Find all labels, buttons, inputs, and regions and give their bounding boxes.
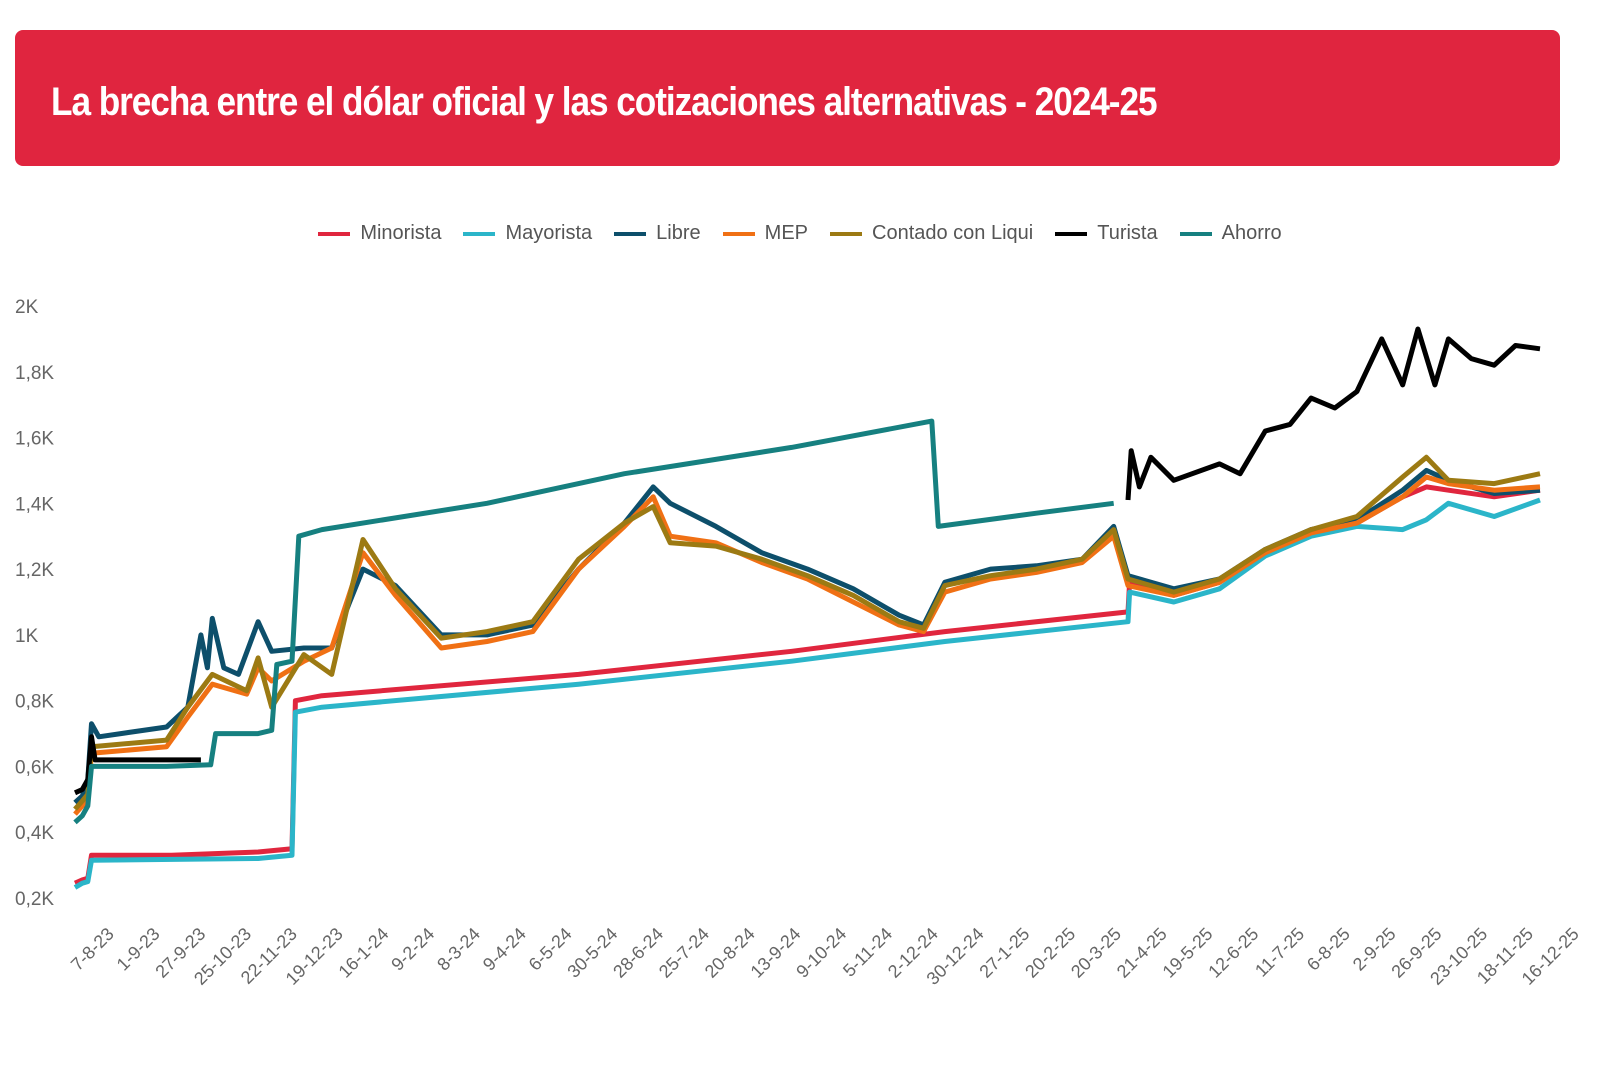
x-tick-label: 16-1-24: [335, 924, 393, 982]
legend: Minorista Mayorista Libre MEP Contado con Li…: [0, 222, 1600, 245]
x-tick-label: 19-5-25: [1159, 924, 1217, 982]
legend-swatch: [1055, 231, 1088, 236]
x-tick-label: 21-4-25: [1113, 924, 1171, 982]
x-tick-label: 6-8-25: [1303, 924, 1354, 975]
series-line-turista-2025: [1125, 326, 1541, 501]
y-tick-label: 0,8K: [15, 692, 54, 713]
title-banner: La brecha entre el dólar oficial y las c…: [15, 30, 1560, 166]
x-tick-label: 25-7-24: [655, 924, 713, 982]
series-line-ahorro: [73, 418, 1115, 825]
legend-item[interactable]: Turista: [1055, 222, 1158, 245]
legend-item[interactable]: Libre: [614, 222, 701, 245]
y-tick-label: 0,2K: [15, 889, 54, 910]
legend-label: MEP: [764, 222, 808, 244]
y-tick-label: 1K: [15, 626, 39, 647]
x-tick-label: 9-2-24: [387, 924, 438, 975]
series-line-contado-con-liqui: [73, 454, 1541, 811]
x-tick-label: 13-9-24: [747, 924, 805, 982]
y-tick-label: 1,8K: [15, 363, 54, 384]
chart-title: La brecha entre el dólar oficial y las c…: [51, 80, 1158, 124]
y-tick-label: 1,4K: [15, 494, 54, 515]
x-tick-label: 27-1-25: [975, 924, 1033, 982]
legend-item[interactable]: Contado con Liqui: [830, 222, 1033, 245]
x-tick-label: 20-3-25: [1067, 924, 1125, 982]
legend-item[interactable]: Mayorista: [463, 222, 592, 245]
legend-label: Ahorro: [1221, 222, 1282, 244]
legend-label: Mayorista: [505, 222, 593, 244]
x-tick-label: 30-5-24: [563, 924, 621, 982]
series-line-turista: [73, 734, 201, 796]
legend-item[interactable]: Minorista: [318, 222, 441, 245]
legend-label: Turista: [1097, 222, 1158, 244]
legend-swatch: [463, 231, 496, 236]
x-tick-label: 12-6-25: [1204, 924, 1262, 982]
legend-swatch: [614, 231, 647, 236]
legend-swatch: [830, 231, 862, 236]
x-tick-label: 20-2-25: [1021, 924, 1079, 982]
legend-item[interactable]: Ahorro: [1179, 222, 1282, 245]
x-tick-label: 9-4-24: [479, 924, 530, 975]
y-tick-label: 0,4K: [15, 823, 54, 844]
x-tick-label: 20-8-24: [701, 924, 759, 982]
y-tick-label: 2K: [15, 297, 39, 318]
x-tick-label: 11-7-25: [1251, 924, 1308, 981]
x-tick-label: 9-10-24: [792, 924, 850, 982]
legend-swatch: [1179, 231, 1212, 236]
legend-label: Minorista: [360, 222, 442, 244]
legend-label: Libre: [656, 222, 701, 244]
legend-swatch: [722, 231, 755, 236]
y-tick-label: 1,6K: [15, 429, 54, 450]
series-line-mep: [73, 474, 1541, 816]
series-line-mayorista: [73, 497, 1541, 890]
legend-item[interactable]: MEP: [722, 222, 808, 245]
x-tick-label: 28-6-24: [609, 924, 667, 982]
x-tick-label: 7-8-23: [67, 924, 118, 975]
x-tick-label: 8-3-24: [433, 924, 484, 975]
legend-swatch: [318, 231, 351, 236]
y-tick-label: 0,6K: [15, 757, 54, 778]
y-tick-label: 1,2K: [15, 560, 54, 581]
legend-label: Contado con Liqui: [872, 222, 1034, 244]
